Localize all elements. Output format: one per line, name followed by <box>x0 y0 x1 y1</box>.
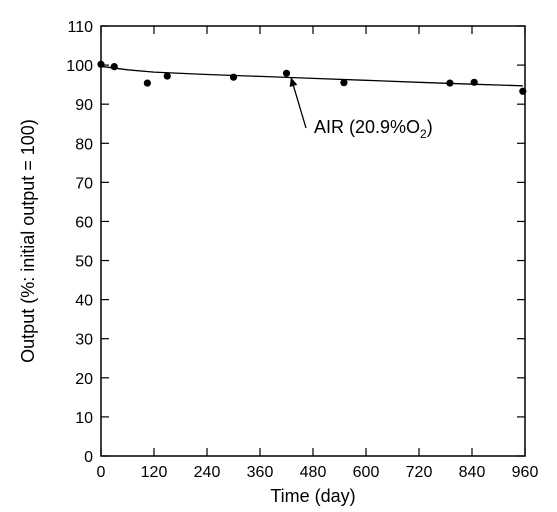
x-axis-title: Time (day) <box>270 486 355 506</box>
y-axis-title: Output (%: initial output = 100) <box>18 119 38 363</box>
data-point-4 <box>229 73 238 81</box>
annotation: AIR (20.9%O2) <box>289 77 433 141</box>
y-tick-label-3: 30 <box>75 332 93 349</box>
data-point-5 <box>282 69 291 77</box>
x-tick-label-5: 600 <box>353 464 380 481</box>
x-tick-label-1: 120 <box>141 464 168 481</box>
y-tick-label-6: 60 <box>75 214 93 231</box>
y-tick-label-9: 90 <box>75 97 93 114</box>
tick-labels: 0 120 240 360 480 600 720 840 960 0 10 20 30 40 50 60 70… <box>66 19 538 481</box>
data-point-2 <box>143 79 151 87</box>
x-tick-label-0: 0 <box>97 464 106 481</box>
data-point-9 <box>519 87 527 95</box>
data-point-0 <box>97 60 105 68</box>
x-tick-label-3: 360 <box>247 464 274 481</box>
x-tick-label-2: 240 <box>194 464 221 481</box>
data-point-6 <box>340 79 348 87</box>
y-tick-label-10: 100 <box>66 58 93 75</box>
y-tick-label-0: 0 <box>84 449 93 466</box>
y-tick-label-8: 80 <box>75 136 93 153</box>
data-points <box>97 60 527 95</box>
y-tick-label-5: 50 <box>75 254 93 271</box>
ticks <box>100 25 526 457</box>
data-point-8 <box>470 78 478 86</box>
data-point-7 <box>446 79 454 87</box>
x-tick-label-4: 480 <box>300 464 327 481</box>
annotation-arrowhead <box>289 77 298 87</box>
annotation-label: AIR (20.9%O2) <box>314 117 433 141</box>
y-tick-label-7: 70 <box>75 175 93 192</box>
trend-line <box>100 65 523 87</box>
y-tick-label-1: 10 <box>75 410 93 427</box>
plot-frame <box>100 25 526 457</box>
y-tick-label-2: 20 <box>75 371 93 388</box>
data-point-3 <box>163 72 171 80</box>
x-tick-label-8: 960 <box>512 464 539 481</box>
y-tick-label-11: 110 <box>67 19 93 36</box>
y-tick-label-4: 40 <box>75 293 93 310</box>
x-tick-label-7: 840 <box>459 464 486 481</box>
x-tick-label-6: 720 <box>406 464 433 481</box>
data-point-1 <box>110 63 118 71</box>
